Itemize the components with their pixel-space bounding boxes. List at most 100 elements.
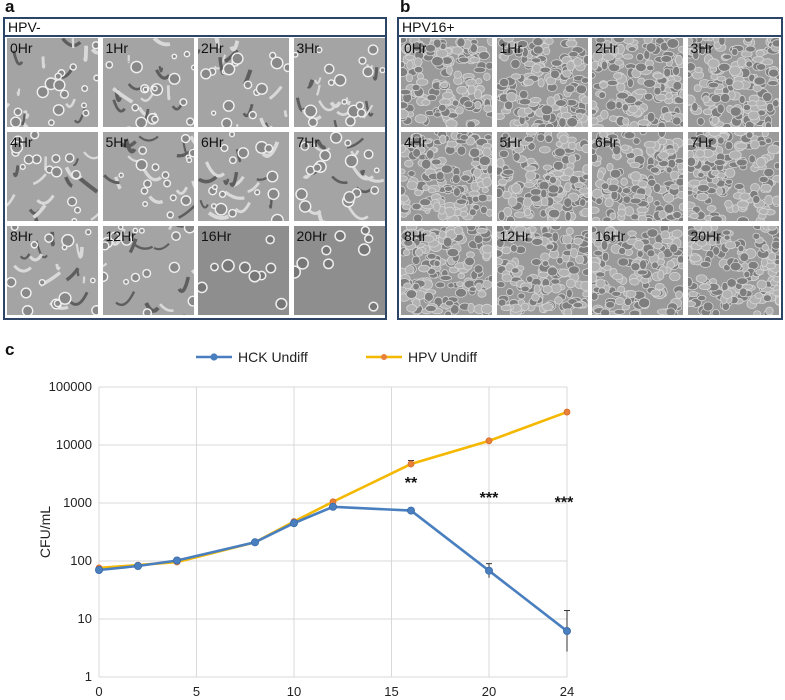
panel-b-hpv16-positive: HPV16+ 0Hr 1Hr 2Hr 3Hr 4Hr 5Hr 6Hr 7Hr 8Hr 12Hr 16… [397, 17, 783, 320]
tile-time-label: 2Hr [201, 40, 224, 56]
y-tick-label: 1 [85, 669, 92, 684]
micrograph-texture [592, 226, 683, 315]
micrograph-texture [7, 226, 98, 315]
micrograph-texture [102, 132, 194, 221]
micrograph-tile: 8Hr [7, 226, 98, 315]
tile-time-label: 6Hr [595, 134, 618, 150]
tile-time-label: 2Hr [595, 40, 618, 56]
y-tick-label: 1000 [63, 495, 92, 510]
tile-time-label: 4Hr [10, 134, 33, 150]
tile-time-label: 1Hr [105, 40, 129, 56]
data-point [485, 437, 493, 445]
micrograph-texture [198, 132, 289, 221]
micrograph-tile: 3Hr [293, 38, 385, 127]
panel-b-title: HPV16+ [399, 19, 458, 35]
x-tick-label: 15 [384, 684, 398, 699]
micrograph-texture [293, 132, 385, 221]
micrograph-texture [592, 38, 683, 127]
micrograph-texture [102, 226, 194, 315]
x-tick-label: 20 [482, 684, 496, 699]
tile-time-label: 5Hr [105, 134, 129, 150]
tile-time-label: 7Hr [296, 134, 320, 150]
micrograph-tile: 2Hr [198, 38, 289, 127]
tile-time-label: 8Hr [10, 228, 33, 244]
panel-a-title-divider [5, 35, 385, 37]
data-point [563, 627, 572, 636]
y-tick-label: 100 [70, 553, 92, 568]
data-point [289, 519, 298, 528]
micrograph-tile: 6Hr [198, 132, 289, 221]
micrograph-tile: 6Hr [592, 132, 683, 221]
significance-annotation: ** [405, 475, 418, 492]
data-point [406, 506, 415, 515]
panel-b-letter: b [400, 0, 411, 16]
tile-time-label: 8Hr [404, 228, 427, 244]
data-point [95, 565, 104, 574]
tile-time-label: 1Hr [499, 40, 523, 56]
x-tick-label: 5 [193, 684, 200, 699]
micrograph-tile: 8Hr [401, 226, 492, 315]
tile-time-label: 16Hr [595, 228, 626, 244]
tile-time-label: 4Hr [404, 134, 427, 150]
y-tick-label: 10 [78, 611, 92, 626]
panel-a-letter: a [5, 0, 15, 16]
micrograph-tile: 20Hr [687, 226, 779, 315]
data-point [563, 408, 571, 416]
x-tick-label: 10 [287, 684, 301, 699]
tile-time-label: 0Hr [404, 40, 427, 56]
y-tick-label: 100000 [49, 379, 92, 394]
micrograph-tile: 5Hr [496, 132, 588, 221]
micrograph-tile: 4Hr [7, 132, 98, 221]
micrograph-tile: 1Hr [496, 38, 588, 127]
micrograph-tile: 16Hr [592, 226, 683, 315]
micrograph-tile: 20Hr [293, 226, 385, 315]
tile-time-label: 20Hr [690, 228, 721, 244]
micrograph-texture [401, 226, 492, 315]
tile-time-label: 16Hr [201, 228, 232, 244]
data-point [484, 566, 493, 575]
micrograph-texture [592, 132, 683, 221]
micrograph-texture [687, 226, 779, 315]
micrograph-texture [496, 132, 588, 221]
tile-time-label: 3Hr [296, 40, 320, 56]
micrograph-texture [496, 38, 588, 127]
micrograph-tile: 2Hr [592, 38, 683, 127]
micrograph-tile: 4Hr [401, 132, 492, 221]
series-line [98, 505, 568, 633]
panel-c-letter: c [5, 340, 15, 359]
tile-time-label: 5Hr [499, 134, 523, 150]
data-point [172, 556, 181, 565]
micrograph-texture [496, 226, 588, 315]
micrograph-texture [401, 38, 492, 127]
micrograph-tile: 12Hr [102, 226, 194, 315]
micrograph-texture [7, 38, 98, 127]
tile-time-label: 0Hr [10, 40, 33, 56]
significance-annotation: *** [480, 490, 499, 507]
x-tick-label: 0 [95, 684, 102, 699]
micrograph-texture [293, 38, 385, 127]
micrograph-tile: 1Hr [102, 38, 194, 127]
micrograph-tile: 16Hr [198, 226, 289, 315]
micrograph-texture [102, 38, 194, 127]
tile-time-label: 12Hr [105, 228, 136, 244]
micrograph-tile: 7Hr [293, 132, 385, 221]
micrograph-texture [7, 132, 98, 221]
tile-time-label: 3Hr [690, 40, 714, 56]
legend-swatch-marker [210, 353, 218, 361]
y-tick-label: 10000 [56, 437, 92, 452]
data-point [250, 538, 259, 547]
micrograph-tile: 3Hr [687, 38, 779, 127]
micrograph-tile: 5Hr [102, 132, 194, 221]
micrograph-tile: 7Hr [687, 132, 779, 221]
micrograph-texture [198, 226, 289, 315]
x-tick-label: 24 [560, 684, 574, 699]
legend-label: HCK Undiff [238, 349, 308, 365]
cfu-growth-chart: 1101001000100001000000510152024Time (hou… [37, 349, 574, 699]
tile-time-label: 12Hr [499, 228, 530, 244]
legend-label: HPV Undiff [408, 349, 477, 365]
micrograph-texture [293, 226, 385, 315]
panel-a-title: HPV- [5, 19, 44, 35]
micrograph-tile: 12Hr [496, 226, 588, 315]
micrograph-texture [198, 38, 289, 127]
data-point [407, 460, 415, 468]
